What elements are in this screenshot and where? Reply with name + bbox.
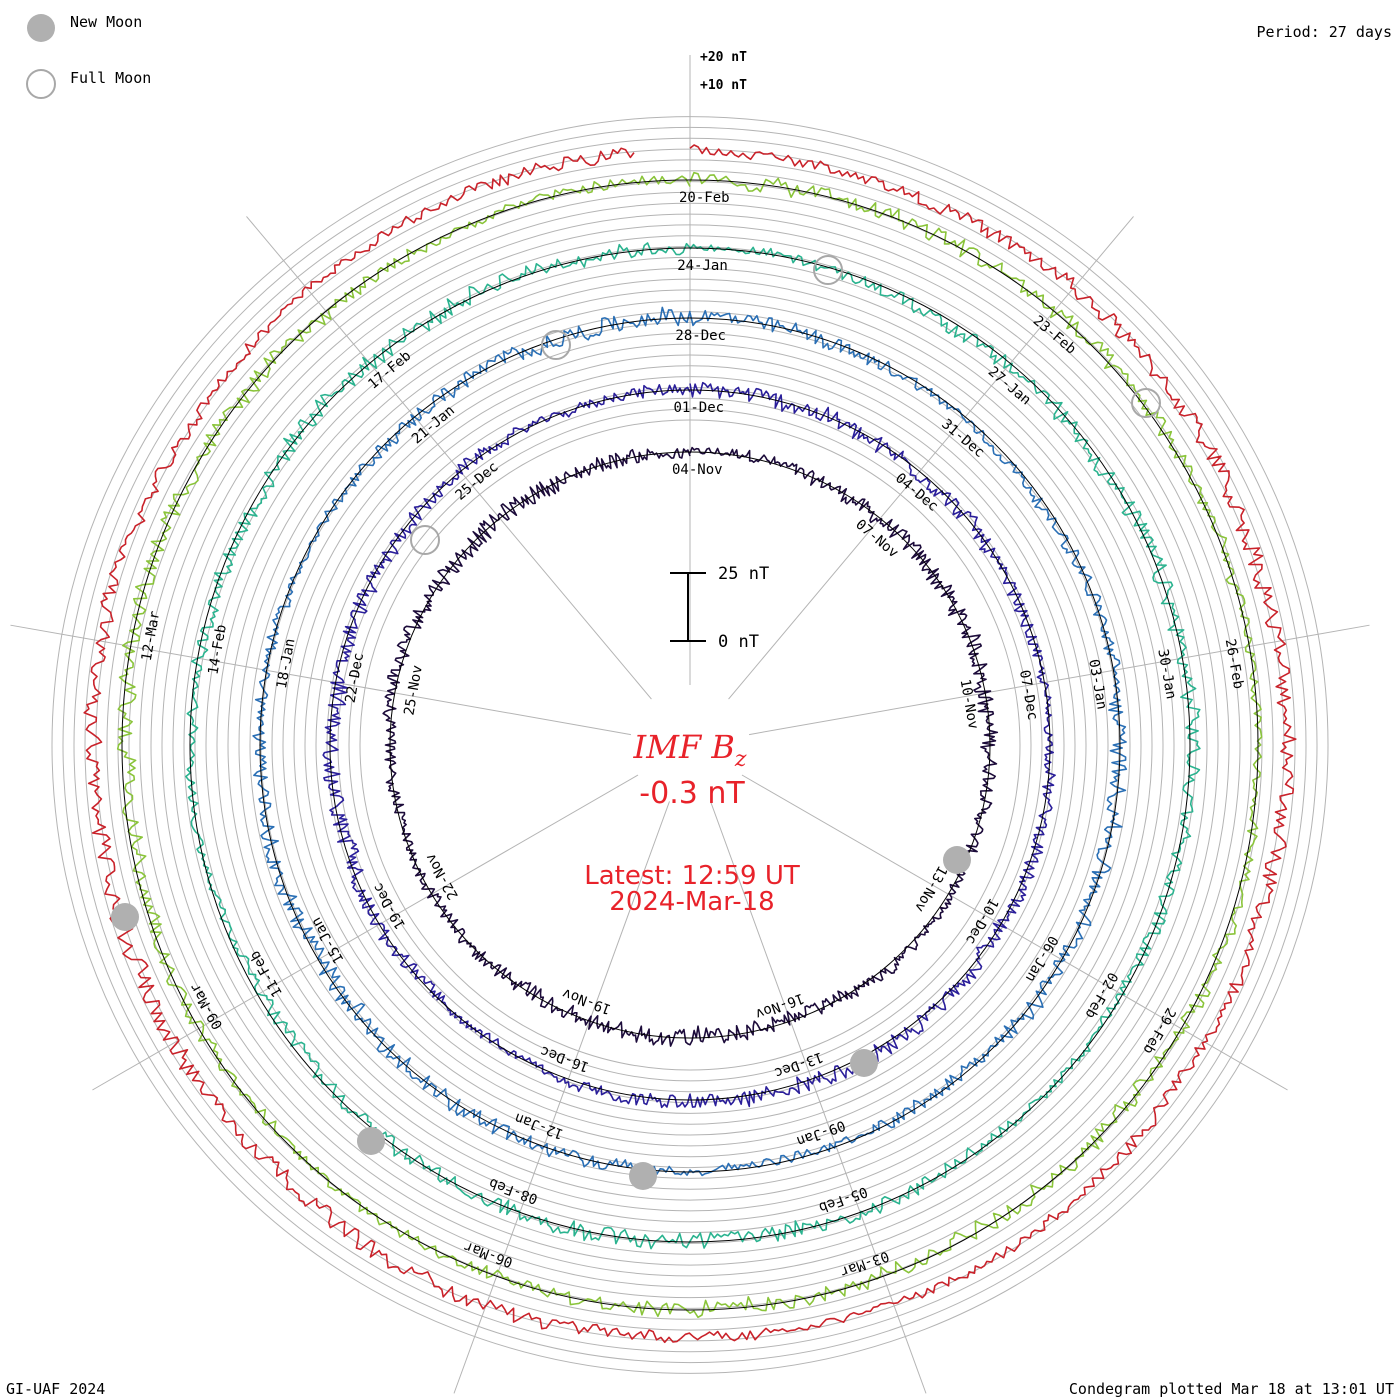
date-label: 18-Jan [274, 637, 299, 690]
full-moon-legend-icon [26, 69, 56, 99]
date-label: 12-Mar [139, 610, 164, 663]
date-label: 13-Nov [911, 863, 950, 915]
date-label: 03-Jan [1085, 658, 1110, 711]
imf-value: -0.3 nT [639, 776, 745, 811]
date-label: 31-Dec [938, 416, 987, 461]
zero-baselines [121, 179, 1259, 1311]
moon-markers [111, 255, 1161, 1190]
trace-rotation-20-feb [116, 171, 1263, 1319]
spoke [453, 801, 670, 1394]
spoke [741, 774, 1288, 1091]
date-label: 28-Dec [675, 328, 726, 344]
data-traces [83, 144, 1297, 1344]
spoke [710, 801, 927, 1394]
zero-baseline [329, 389, 1051, 1101]
latest-time: Latest: 12:59 UT [584, 861, 800, 891]
period-label: Period: 27 days [1257, 23, 1392, 41]
new-moon-icon [111, 903, 139, 931]
new-moon-legend-icon [27, 14, 55, 42]
spoke [728, 216, 1134, 700]
zero-baseline [389, 451, 991, 1039]
zero-baseline [121, 179, 1259, 1311]
date-label: 24-Jan [677, 258, 728, 274]
date-label: 13-Dec [772, 1048, 825, 1080]
trace-rotation-18-mar [83, 144, 1297, 1344]
spoke [749, 624, 1370, 736]
spoke [92, 774, 639, 1091]
date-label: 07-Nov [852, 517, 901, 562]
trace-rotation-01-dec [322, 381, 1056, 1109]
zero-baseline [259, 317, 1121, 1173]
new-moon-icon [357, 1127, 385, 1155]
full-moon-icon [1131, 388, 1161, 418]
imf-title: IMF Bz [633, 728, 747, 772]
ring-label-plus20: +20 nT [700, 50, 747, 65]
footer-plot-time: Condegram plotted Mar 18 at 13:01 UT [1069, 1380, 1394, 1398]
new-moon-icon [943, 846, 971, 874]
imf-title-subscript: z [734, 747, 747, 772]
date-label: 20-Feb [679, 190, 730, 206]
trace-rotation-28-dec [252, 306, 1128, 1177]
scale-bar-bottom-label: 0 nT [718, 632, 759, 652]
ring-label-plus10: +10 nT [700, 78, 747, 93]
date-label: 09-Jan [794, 1117, 847, 1149]
date-label: 05-Feb [817, 1183, 870, 1215]
spoke [246, 216, 652, 700]
full-moon-icon [813, 255, 843, 285]
spoke [10, 624, 631, 736]
latest-date: 2024-Mar-18 [609, 887, 774, 917]
radial-spokes [10, 55, 1370, 1394]
new-moon-legend-label: New Moon [70, 13, 142, 31]
date-label: 16-Dec [538, 1042, 591, 1074]
full-moon-legend-label: Full Moon [70, 69, 151, 87]
scale-bar-top-label: 25 nT [718, 564, 769, 584]
trace-rotation-04-nov [382, 446, 999, 1047]
date-label: 22-Nov [423, 850, 462, 902]
full-moon-icon [410, 525, 440, 555]
full-moon-icon [541, 330, 571, 360]
new-moon-icon [850, 1049, 878, 1077]
date-label: 10-Nov [957, 678, 982, 731]
zero-baseline [189, 247, 1191, 1243]
date-label: 01-Dec [674, 400, 725, 416]
date-label: 04-Nov [672, 462, 723, 478]
footer-credit: GI-UAF 2024 [6, 1380, 105, 1398]
imf-title-main: IMF B [633, 728, 735, 766]
trace-rotation-24-jan [185, 242, 1201, 1250]
date-label: 25-Nov [401, 664, 426, 717]
date-label: 15-Jan [308, 914, 347, 966]
scale-bar: 25 nT 0 nT [670, 564, 769, 652]
date-label: 12-Jan [513, 1109, 566, 1141]
new-moon-icon [629, 1162, 657, 1190]
